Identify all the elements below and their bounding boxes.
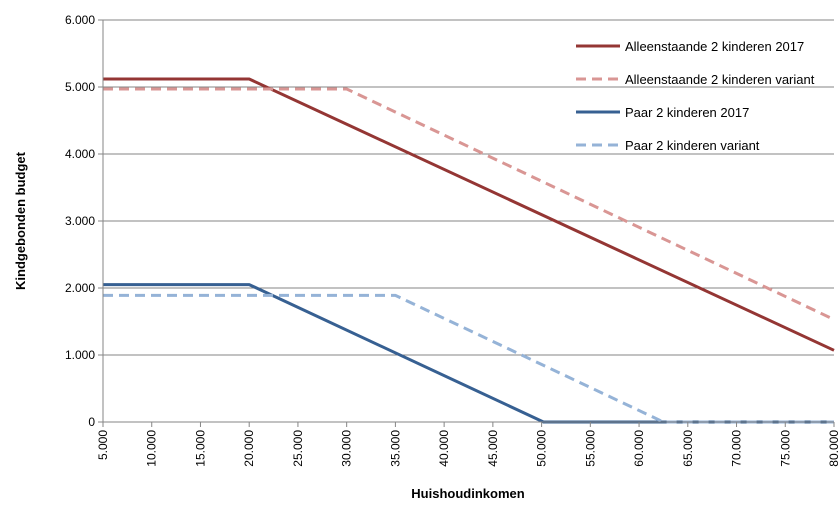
x-tick-label: 15.000 [193,430,207,467]
x-tick-label: 70.000 [730,430,744,467]
x-tick-label: 25.000 [291,430,305,467]
x-tick-label: 40.000 [437,430,451,467]
axes: 0 1.000 2.000 3.000 4.000 5.000 6.000 5.000 10.0… [65,13,840,467]
series-line-4 [103,293,834,424]
legend-label: Paar 2 kinderen variant [625,138,760,153]
series-line-3 [103,283,834,424]
x-tick-label: 35.000 [388,430,402,467]
x-tick-label: 10.000 [145,430,159,467]
series-line-1 [103,77,835,352]
y-tick-label: 6.000 [65,13,95,27]
x-tick-label: 30.000 [340,430,354,467]
series-line-2 [103,87,835,321]
x-tick-label: 60.000 [632,430,646,467]
y-tick-label: 1.000 [65,348,95,362]
legend-label: Paar 2 kinderen 2017 [625,105,749,120]
legend-label: Alleenstaande 2 kinderen 2017 [625,39,804,54]
y-tick-label: 4.000 [65,147,95,161]
legend: Alleenstaande 2 kinderen 2017 Alleenstaan… [576,39,815,153]
x-tick-label: 5.000 [96,430,110,460]
x-tick-label: 80.000 [827,430,840,467]
y-tick-label: 2.000 [65,281,95,295]
y-tick-label: 0 [88,415,95,429]
y-axis-title: Kindgebonden budget [13,151,28,290]
y-tick-label: 3.000 [65,214,95,228]
x-tick-label: 75.000 [778,430,792,467]
x-tick-label: 20.000 [242,430,256,467]
gridlines [103,19,834,356]
x-tick-label: 65.000 [681,430,695,467]
x-tick-label: 45.000 [486,430,500,467]
x-tick-label: 50.000 [535,430,549,467]
x-axis-title: Huishoudinkomen [411,486,524,501]
series-lines [103,77,835,424]
y-tick-label: 5.000 [65,80,95,94]
legend-label: Alleenstaande 2 kinderen variant [625,72,815,87]
x-tick-label: 55.000 [583,430,597,467]
